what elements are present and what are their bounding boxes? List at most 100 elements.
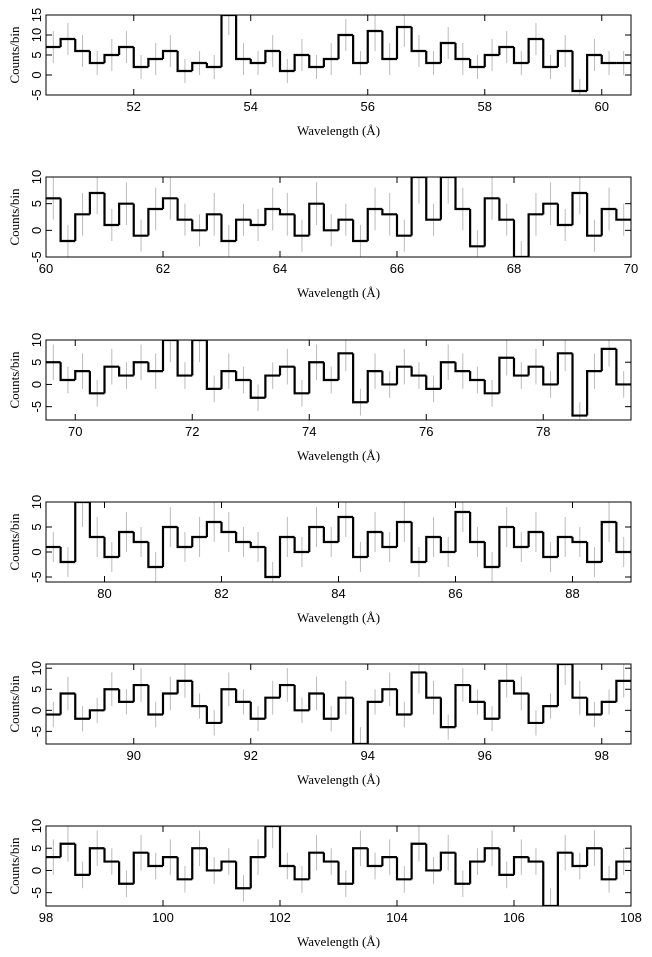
y-tick-label: -5 — [29, 401, 44, 413]
histogram-step — [395, 214, 412, 237]
histogram-step — [322, 693, 339, 720]
histogram-step — [498, 356, 514, 394]
histogram-step — [118, 45, 134, 55]
histogram-step — [556, 664, 573, 707]
y-tick-label: 10 — [29, 333, 44, 347]
histogram-step — [235, 15, 251, 61]
histogram-step — [191, 847, 207, 880]
y-tick-label: -5 — [29, 89, 44, 101]
histogram-step — [118, 202, 134, 225]
histogram-step — [439, 851, 456, 871]
histogram-step — [147, 542, 163, 569]
histogram-step — [264, 49, 280, 63]
histogram-step — [600, 207, 617, 236]
histogram-step — [205, 213, 222, 231]
y-tick-label: 10 — [29, 495, 44, 509]
histogram-step — [337, 696, 354, 719]
histogram-step — [556, 203, 573, 227]
histogram-step — [527, 213, 544, 257]
histogram-step — [59, 198, 76, 243]
histogram-step — [176, 857, 193, 881]
histogram-step — [527, 37, 544, 63]
x-axis-label: Wavelength (Å) — [297, 448, 380, 463]
histogram-step — [483, 542, 500, 569]
plot-area — [46, 502, 631, 582]
histogram-step — [542, 202, 558, 215]
y-tick-label: 0 — [29, 71, 44, 78]
histogram-step — [381, 371, 397, 386]
histogram-step — [512, 856, 529, 875]
histogram-step — [483, 847, 500, 862]
histogram-step — [483, 701, 500, 720]
histogram-step — [264, 374, 280, 398]
histogram-step — [425, 672, 441, 699]
histogram-step — [410, 27, 427, 53]
histogram-step — [542, 705, 558, 723]
histogram-step — [74, 39, 90, 53]
histogram-step — [586, 847, 602, 866]
histogram-step — [439, 361, 456, 389]
y-tick-label: -5 — [29, 251, 44, 263]
histogram-step — [352, 517, 368, 559]
histogram-step — [469, 860, 485, 884]
histogram-step — [337, 352, 354, 380]
histogram-step — [571, 353, 588, 417]
histogram-step — [74, 843, 90, 876]
x-tick-label: 70 — [624, 261, 638, 276]
histogram-step — [352, 219, 368, 243]
histogram-step — [235, 532, 251, 544]
histogram-step — [366, 29, 383, 63]
histogram-step — [542, 532, 558, 559]
histogram-step — [118, 689, 134, 703]
histogram-step — [220, 688, 237, 723]
axes-frame — [45, 176, 632, 258]
histogram-step — [103, 365, 120, 394]
histogram-step — [161, 49, 178, 59]
histogram-step — [308, 361, 324, 394]
histogram-step — [103, 193, 120, 227]
histogram-step — [337, 861, 354, 885]
x-tick-label: 90 — [127, 748, 141, 763]
histogram-step — [88, 709, 105, 719]
histogram-step — [556, 851, 573, 906]
plot-area — [46, 15, 631, 95]
histogram-step — [118, 530, 134, 557]
histogram-step — [352, 35, 368, 65]
plot-area — [46, 340, 631, 420]
histogram-step — [293, 366, 310, 395]
histogram-step — [556, 352, 573, 385]
x-tick-label: 78 — [536, 424, 550, 439]
histogram-step — [571, 664, 588, 699]
y-axis-label: Counts/bin — [7, 837, 22, 895]
axes-frame — [45, 663, 632, 745]
histogram-step — [542, 39, 558, 69]
histogram-step — [191, 680, 207, 708]
histogram-step — [527, 530, 544, 547]
y-tick-label: 5 — [29, 686, 44, 693]
histogram-step — [410, 177, 427, 236]
histogram-step — [571, 537, 588, 544]
y-tick-label: -5 — [29, 887, 44, 899]
histogram-step — [161, 692, 178, 715]
x-tick-label: 62 — [156, 261, 170, 276]
histogram-step — [293, 685, 310, 712]
histogram-step — [205, 848, 222, 872]
histogram-step — [498, 198, 514, 221]
histogram-step — [103, 53, 120, 63]
histogram-step — [118, 366, 134, 377]
histogram-step — [542, 366, 558, 386]
y-axis-label: Counts/bin — [7, 26, 22, 84]
x-tick-label: 82 — [214, 586, 228, 601]
x-tick-label: 88 — [565, 586, 579, 601]
histogram-step — [586, 193, 602, 237]
histogram-step — [586, 53, 602, 91]
histogram-step — [88, 51, 105, 65]
panel: 90 92 94 96 98 -5 0 5 10 Wavelength (Å) Counts/bin — [7, 661, 632, 787]
histogram-step — [278, 209, 295, 216]
x-tick-label: 80 — [97, 586, 111, 601]
histogram-step — [425, 51, 441, 65]
y-tick-label: 0 — [29, 867, 44, 874]
histogram-step — [337, 33, 354, 59]
x-axis-label: Wavelength (Å) — [297, 285, 380, 300]
histogram-step — [322, 362, 339, 382]
